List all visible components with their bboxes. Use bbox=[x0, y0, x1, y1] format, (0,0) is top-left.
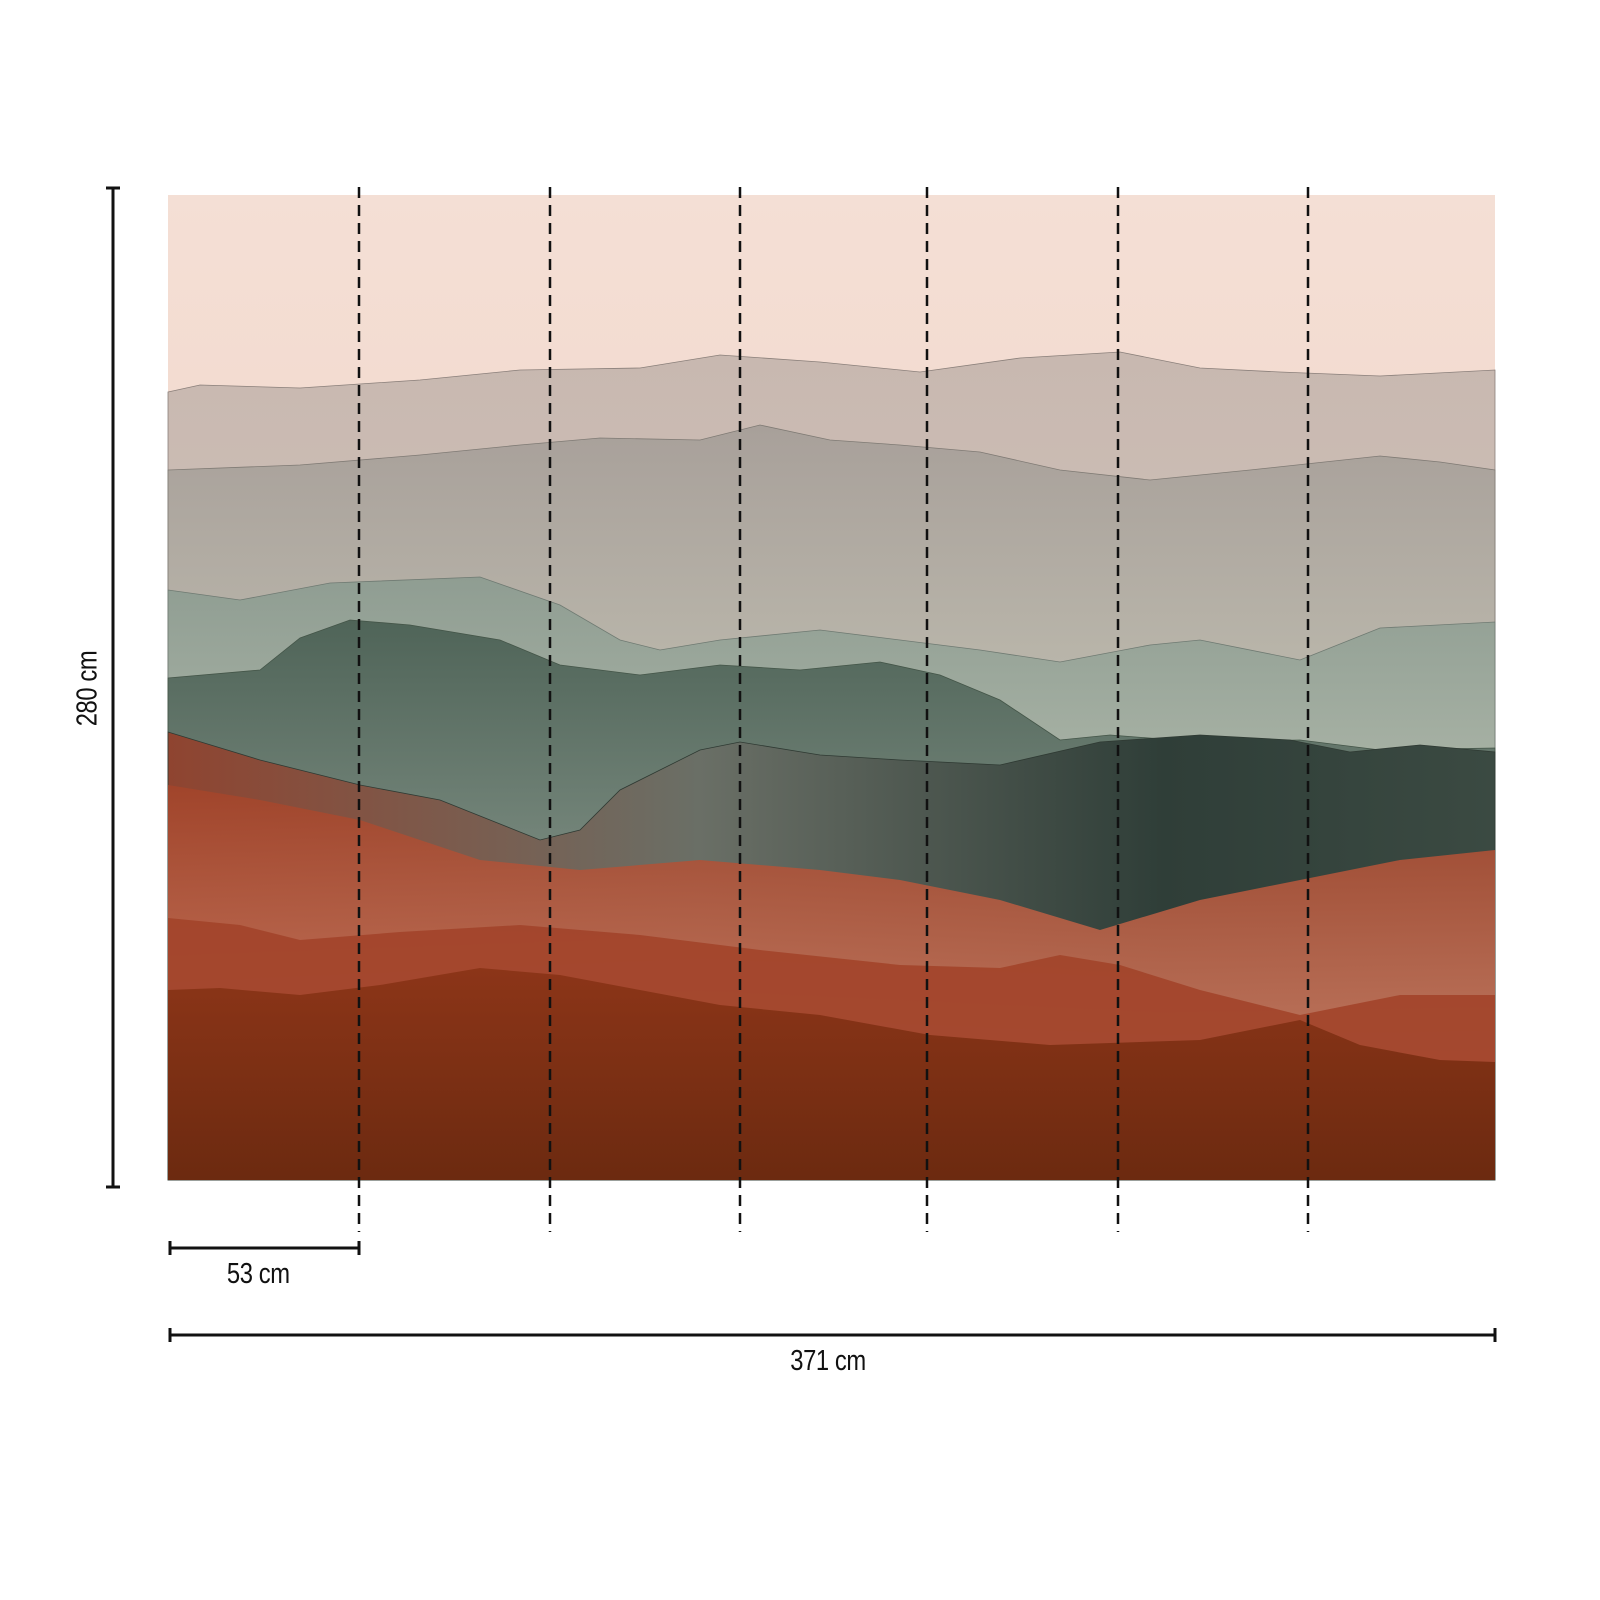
panel-seam-lines bbox=[357, 187, 1310, 1232]
mural-image bbox=[167, 195, 1496, 1181]
panel-width-label: 53 cm bbox=[226, 1258, 290, 1290]
mountain-layer-front bbox=[168, 968, 1495, 1180]
height-dimension-line bbox=[106, 186, 120, 1189]
height-label: 280 cm bbox=[71, 650, 104, 727]
total-width-dimension-line bbox=[168, 1328, 1497, 1342]
total-width-label: 371 cm bbox=[790, 1345, 866, 1377]
panel-width-dimension-line bbox=[168, 1241, 361, 1255]
